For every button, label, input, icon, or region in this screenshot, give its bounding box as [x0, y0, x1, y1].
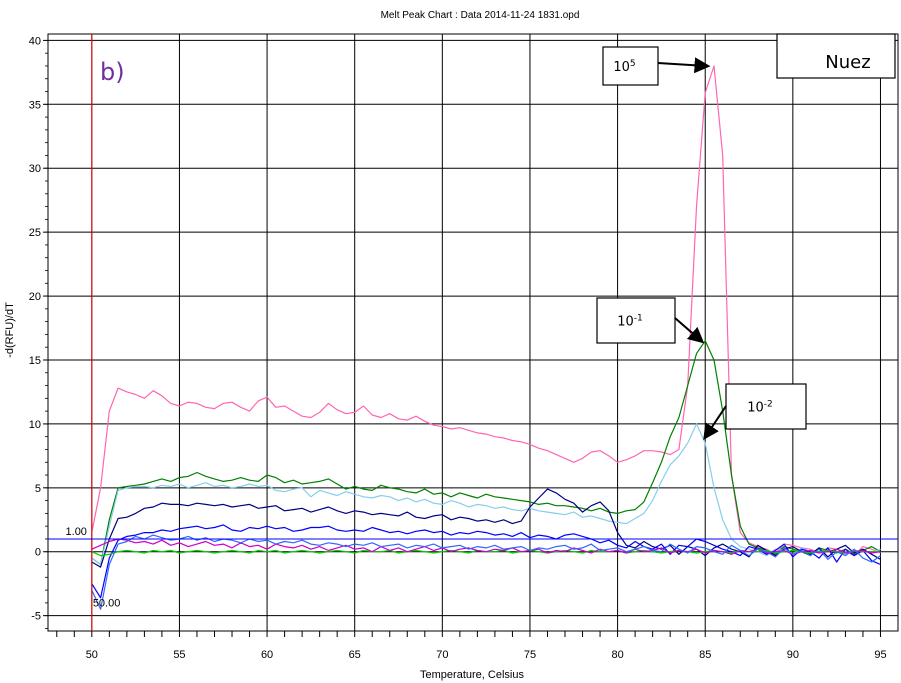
- x-tick-label: 70: [436, 649, 448, 661]
- x-tick-label: 90: [787, 649, 799, 661]
- callout-text: 105: [613, 59, 635, 75]
- y-tick-label: 5: [35, 483, 41, 495]
- x-tick-label: 65: [349, 649, 361, 661]
- y-tick-label: 30: [29, 163, 41, 175]
- y-tick-label: 35: [29, 99, 41, 111]
- callout-box: [725, 383, 807, 430]
- series-line-7: [91, 538, 881, 555]
- series-line-5: [91, 524, 881, 599]
- callout-arrow: [703, 405, 727, 441]
- series-line-4: [91, 488, 881, 568]
- y-tick-label: 10: [29, 419, 41, 431]
- chart-title: Melt Peak Chart : Data 2014-11-24 1831.o…: [381, 10, 580, 21]
- threshold-label: 1.00: [66, 526, 87, 538]
- x-tick-label: 55: [173, 649, 185, 661]
- callouts: 105 10-1 10-2: [596, 46, 807, 441]
- y-tick-label: 40: [29, 35, 41, 47]
- callout-box: [596, 297, 676, 344]
- x-tick-label: 80: [611, 649, 623, 661]
- plot-frame: [47, 33, 899, 632]
- axis-ticks: 50 55 60 65 70 75 80 85 90 95 -5 0 5 10 15 20 25 30 35 40: [29, 35, 887, 661]
- callout-arrow: [657, 57, 711, 74]
- x-axis-label: Temperature, Celsius: [420, 669, 524, 681]
- x-tick-label: 50: [86, 649, 98, 661]
- start-marker-label: 50.00: [93, 598, 121, 610]
- callout-3: 10-2: [703, 383, 807, 441]
- sample-label-box: Nuez: [776, 33, 896, 79]
- series-line-3: [91, 423, 881, 566]
- sample-label: Nuez: [825, 52, 870, 73]
- y-tick-label: 25: [29, 227, 41, 239]
- y-tick-label: 20: [29, 291, 41, 303]
- callout-text: 10-2: [747, 400, 773, 416]
- x-tick-label: 95: [874, 649, 886, 661]
- y-axis-label: -d(RFU)/dT: [4, 302, 16, 358]
- y-axis-label-group: -d(RFU)/dT: [4, 302, 16, 358]
- y-tick-label: -5: [31, 611, 41, 623]
- callout-text: 10-1: [617, 314, 643, 330]
- callout-box: [602, 46, 659, 86]
- x-tick-label: 60: [261, 649, 273, 661]
- panel-label: b): [100, 58, 125, 86]
- callout-2: 10-1: [596, 297, 705, 344]
- callout-arrow: [674, 317, 705, 344]
- callout-1: 105: [602, 46, 711, 86]
- series-group: [91, 65, 881, 610]
- y-tick-label: 15: [29, 355, 41, 367]
- x-tick-label: 75: [524, 649, 536, 661]
- x-tick-label: 85: [699, 649, 711, 661]
- series-line-2: [91, 340, 881, 566]
- overlays: 50.00 1.00: [48, 34, 898, 631]
- y-tick-label: 0: [35, 547, 41, 559]
